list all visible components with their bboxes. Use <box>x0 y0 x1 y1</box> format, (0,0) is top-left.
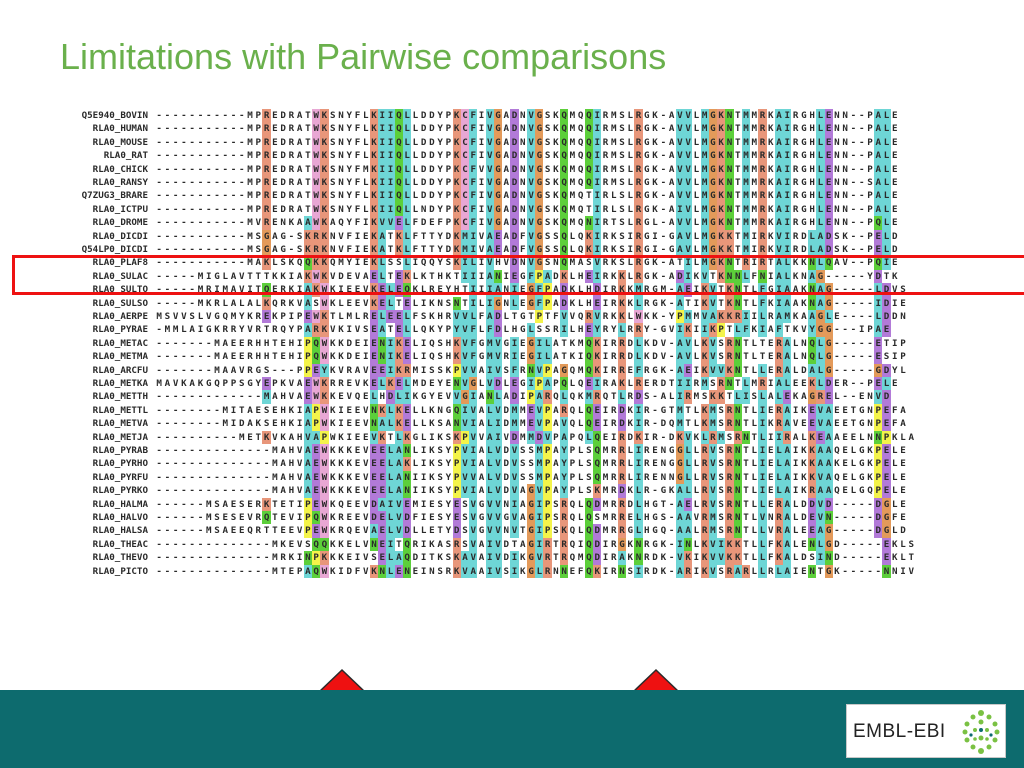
sequence-name: RLA0_THEAC <box>92 538 148 550</box>
sequence-name: RLA0_METTL <box>92 404 148 416</box>
slide-title: Limitations with Pairwise comparisons <box>60 36 667 77</box>
sequence-name: RLA0_DROME <box>92 217 148 229</box>
sequence-name: RLA0_SULSO <box>92 297 148 309</box>
sequence-name: RLA0_PICTO <box>92 565 148 577</box>
sequence-name: RLA0_HALVO <box>92 512 148 523</box>
sequence-name: RLA0_DICDI <box>92 230 148 242</box>
sequence-name: RLA0_RAT <box>103 150 148 162</box>
sequence-name: RLA0_PYRHO <box>92 458 148 470</box>
sequence-name: RLA0_THEVO <box>92 552 148 564</box>
sequence-name: RLA0_METKA <box>92 378 148 389</box>
sequence-name: RLA0_MOUSE <box>92 136 148 148</box>
sequence-name: RLA0_ARCFU <box>92 364 148 376</box>
sequence-name: RLA0_METAC <box>92 337 148 349</box>
sequence-name: RLA0_METTH <box>92 391 148 403</box>
sequence-name: Q54LP0_DICDI <box>81 244 148 255</box>
sequence-name: RLA0_PYRKO <box>92 485 148 497</box>
sequence-name: RLA0_METMA <box>92 351 148 363</box>
sequence-name: RLA0_PYRFU <box>92 471 148 483</box>
sequence-name: RLA0_SULAC <box>92 270 148 282</box>
sequence-alignment: Q5E940_BOVIN - - - - - - - - - - - M P R E D R A T W K S N Y F L K I… <box>12 103 1007 649</box>
sequence-name: RLA0_METJA <box>92 431 148 443</box>
sequence-name: RLA0_PLAF8 <box>92 257 148 269</box>
sequence-name: RLA0_RANSY <box>92 177 148 188</box>
sequence-name: RLA0_PYRAB <box>92 445 148 456</box>
sequence-name: Q7ZUG3_BRARE <box>81 190 148 202</box>
sequence-name: RLA0_ICTPU <box>92 203 148 215</box>
sequence-name: RLA0_CHICK <box>92 163 148 175</box>
sequence-name: RLA0_METVA <box>92 418 148 430</box>
embl-ebi-logo: EMBL-EBI <box>846 704 1006 758</box>
sequence-name: RLA0_SULTO <box>92 284 148 296</box>
sequence-name: RLA0_HUMAN <box>92 123 148 135</box>
sequence-name: RLA0_HALMA <box>92 498 148 510</box>
logo-text: EMBL-EBI <box>853 721 946 742</box>
sequence-name: RLA0_AERPE <box>92 311 148 322</box>
highlight-box <box>12 255 1024 295</box>
sequence-name: RLA0_HALSA <box>92 525 148 537</box>
sequence-name: RLA0_PYRAE <box>92 324 148 336</box>
embl-ebi-logo-icon <box>962 710 1000 754</box>
sequence-name: Q5E940_BOVIN <box>81 110 148 121</box>
